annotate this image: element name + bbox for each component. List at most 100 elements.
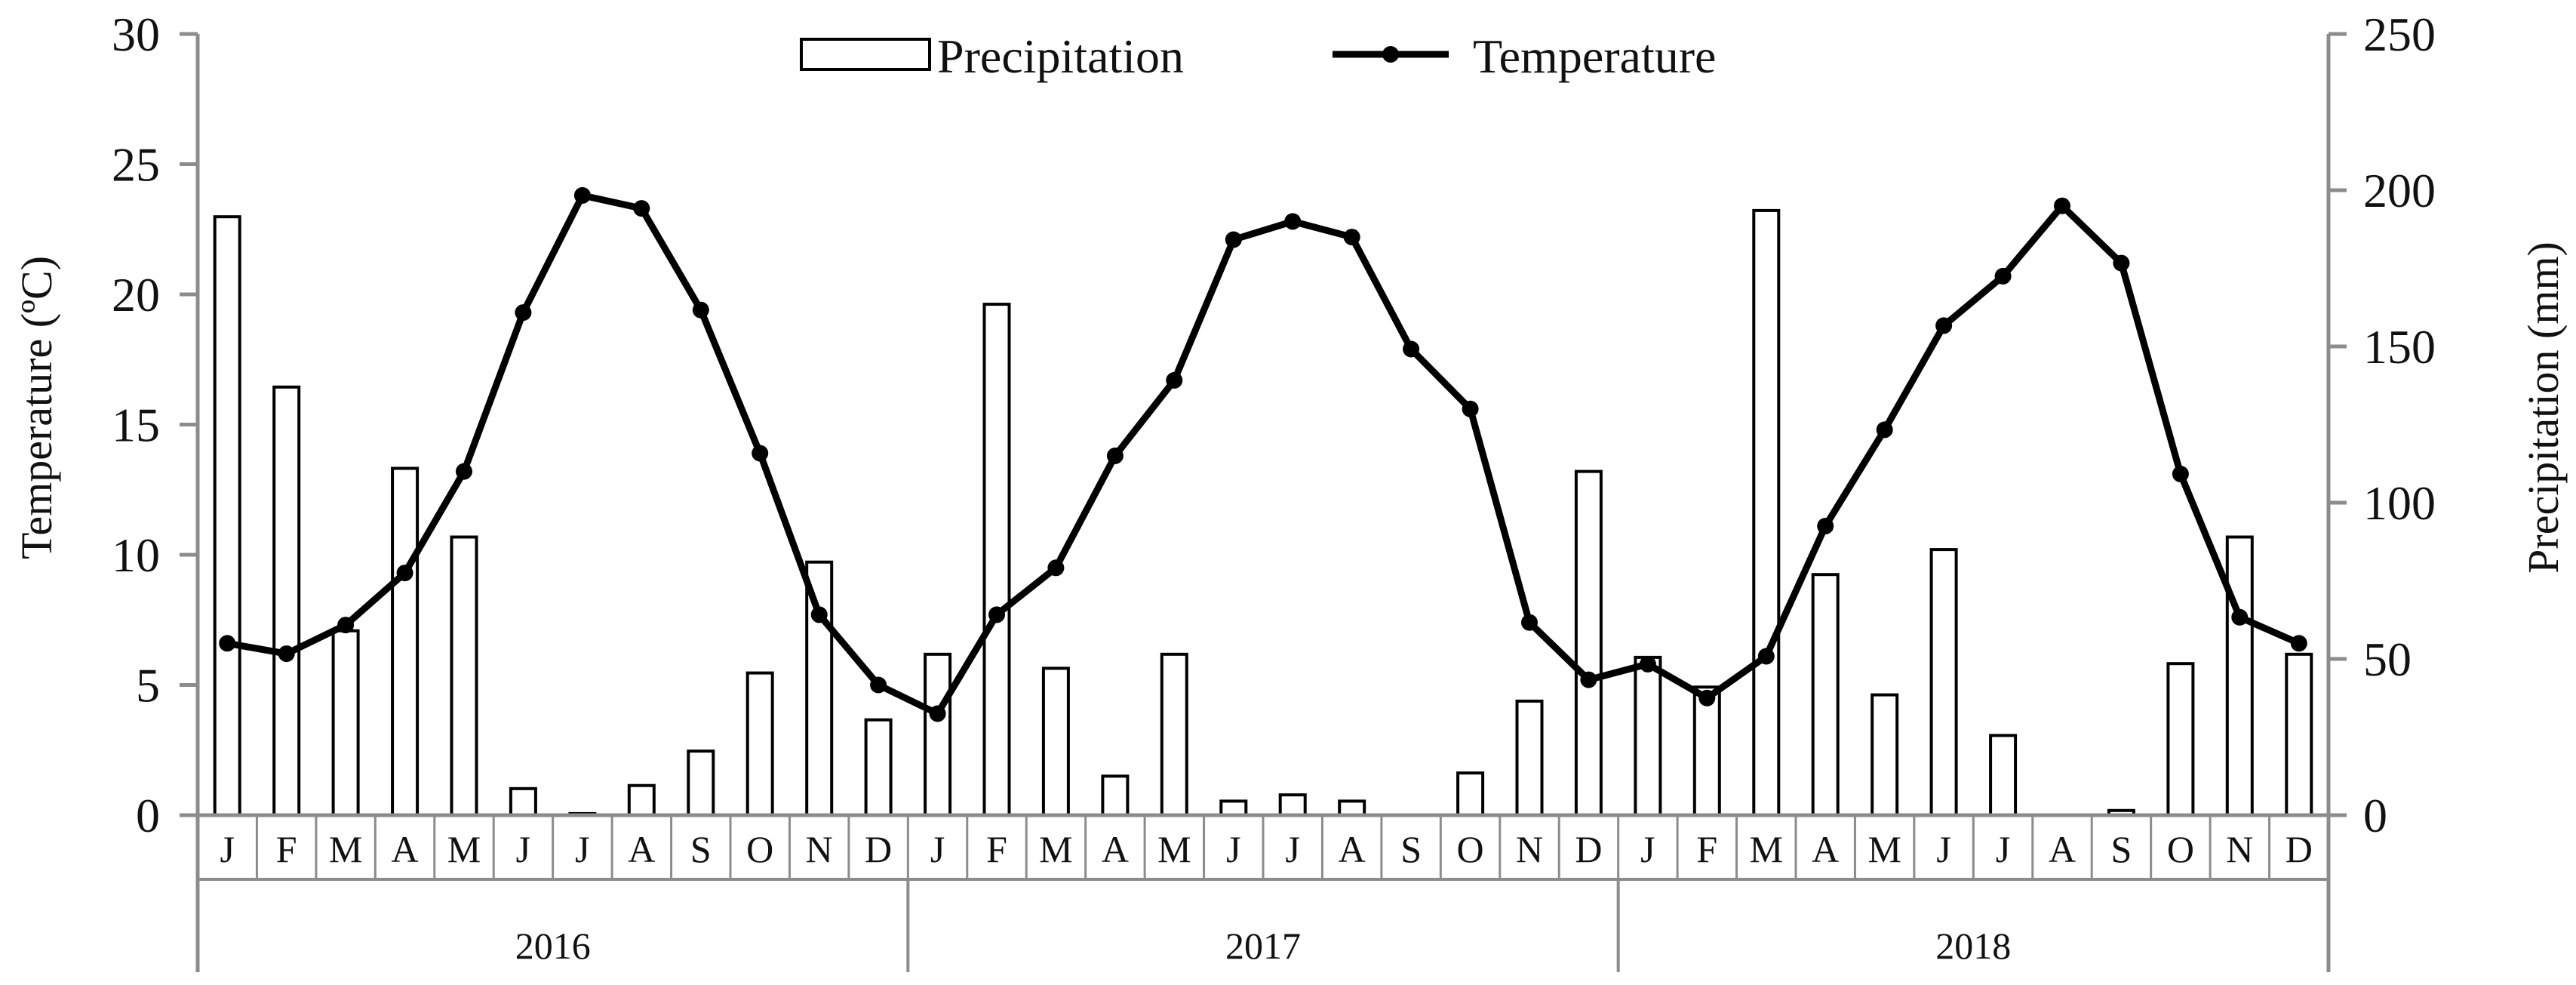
x-group-label: 2016 <box>515 925 591 967</box>
precipitation-bar <box>1929 548 1958 817</box>
temperature-point <box>2113 254 2130 272</box>
x-tick-label: D <box>1575 828 1602 870</box>
precipitation-bar <box>213 215 241 817</box>
x-tick-label: F <box>276 828 297 870</box>
temperature-point <box>810 606 828 623</box>
temperature-point <box>1876 421 1893 439</box>
temperature-point <box>278 645 295 663</box>
precipitation-bar <box>2285 652 2313 817</box>
right-y-tick-label: 150 <box>2363 320 2436 374</box>
x-tick-label: D <box>865 828 892 870</box>
precipitation-bar <box>1101 774 1130 817</box>
right-y-tick-label: 50 <box>2363 633 2412 686</box>
x-tick-label: S <box>690 828 712 870</box>
x-tick-label: J <box>516 828 530 870</box>
x-tick-label: M <box>329 828 362 870</box>
temperature-point <box>870 676 887 694</box>
x-tick-label: O <box>746 828 773 870</box>
left-y-tick-label: 15 <box>112 399 160 452</box>
precipitation-bar <box>627 783 656 817</box>
temperature-point <box>2054 197 2070 214</box>
left-y-tick-label: 10 <box>112 528 160 582</box>
x-tick-label: M <box>1750 828 1783 870</box>
precipitation-bar <box>391 466 420 817</box>
x-tick-label: M <box>1039 828 1072 870</box>
x-tick-label: M <box>447 828 481 870</box>
x-tick-label: J <box>1226 828 1240 870</box>
x-tick-label: N <box>806 828 833 870</box>
x-tick-label: N <box>2226 828 2253 870</box>
temperature-point <box>633 200 650 217</box>
temperature-point <box>1225 231 1242 248</box>
temperature-line-group <box>219 186 2307 722</box>
x-group-label: 2018 <box>1935 925 2011 967</box>
temperature-point <box>1166 371 1183 389</box>
precipitation-bar <box>1219 799 1248 817</box>
axes: J F M A M J J A S O N D J F M A M J J A S O N D J F M A M J J A S O N D2016… <box>12 8 2568 972</box>
x-tick-label: A <box>1812 828 1839 870</box>
precipitation-bar <box>1041 666 1070 817</box>
temperature-point <box>337 617 355 634</box>
precipitation-bar <box>2225 535 2254 817</box>
precipitation-bar <box>982 303 1011 817</box>
precipitation-bar <box>509 786 537 817</box>
precipitation-bar <box>1456 771 1485 817</box>
legend-temperature-label: Temperature <box>1473 29 1716 83</box>
temperature-point <box>396 565 413 582</box>
x-tick-label: A <box>392 828 419 870</box>
precipitation-bar <box>331 629 360 817</box>
right-y-axis-title: Precipitation (mm) <box>2519 242 2568 574</box>
temperature-point <box>515 304 532 322</box>
x-tick-label: J <box>930 828 945 870</box>
x-tick-label: J <box>1285 828 1299 870</box>
x-tick-label: M <box>1867 828 1901 870</box>
x-group-label: 2017 <box>1225 925 1301 967</box>
x-tick-label: F <box>1696 828 1717 870</box>
x-tick-label: S <box>2110 828 2132 870</box>
temperature-point <box>929 705 946 722</box>
temperature-point <box>1580 671 1597 688</box>
temperature-line <box>226 192 2301 717</box>
temperature-point <box>1994 267 2012 285</box>
left-y-tick-label: 25 <box>112 138 160 192</box>
temperature-point <box>692 301 709 319</box>
precipitation-bar <box>1515 699 1544 817</box>
right-y-tick-label: 0 <box>2363 789 2387 842</box>
x-tick-label: J <box>220 828 234 870</box>
x-tick-label: A <box>1102 828 1129 870</box>
right-y-tick-label: 100 <box>2363 476 2436 530</box>
precipitation-bar <box>272 385 301 817</box>
temperature-point <box>456 463 472 480</box>
temperature-point <box>2172 466 2189 482</box>
temperature-point <box>1047 559 1065 577</box>
x-tick-label: F <box>986 828 1007 870</box>
precipitation-bar <box>1574 469 1603 817</box>
temperature-point <box>1106 447 1124 464</box>
x-tick-label: N <box>1516 828 1543 870</box>
precipitation-bar <box>1989 734 2018 817</box>
left-y-axis-title: Temperature (ºC) <box>12 256 61 559</box>
x-tick-label: D <box>2286 828 2313 870</box>
temperature-point <box>1462 400 1479 417</box>
temperature-point <box>988 606 1005 623</box>
temperature-point <box>752 445 769 462</box>
left-y-tick-label: 20 <box>112 268 160 322</box>
temperature-point <box>1639 655 1656 673</box>
x-tick-label: A <box>628 828 655 870</box>
temperature-point <box>1343 229 1360 246</box>
x-tick-label: J <box>1640 828 1655 870</box>
precipitation-bar <box>1871 693 1899 817</box>
temperature-point <box>1935 317 1953 334</box>
temperature-point <box>219 635 236 652</box>
precipitation-bar <box>1634 655 1662 817</box>
precipitation-bar <box>1752 208 1781 817</box>
x-tick-label: A <box>2049 828 2076 870</box>
temperature-point <box>2290 635 2307 652</box>
x-tick-label: S <box>1400 828 1422 870</box>
precipitation-bar <box>1160 652 1188 817</box>
precipitation-bar <box>687 750 715 817</box>
left-y-tick-label: 0 <box>136 789 160 842</box>
temperature-point <box>1403 340 1420 358</box>
x-tick-label: J <box>1936 828 1950 870</box>
